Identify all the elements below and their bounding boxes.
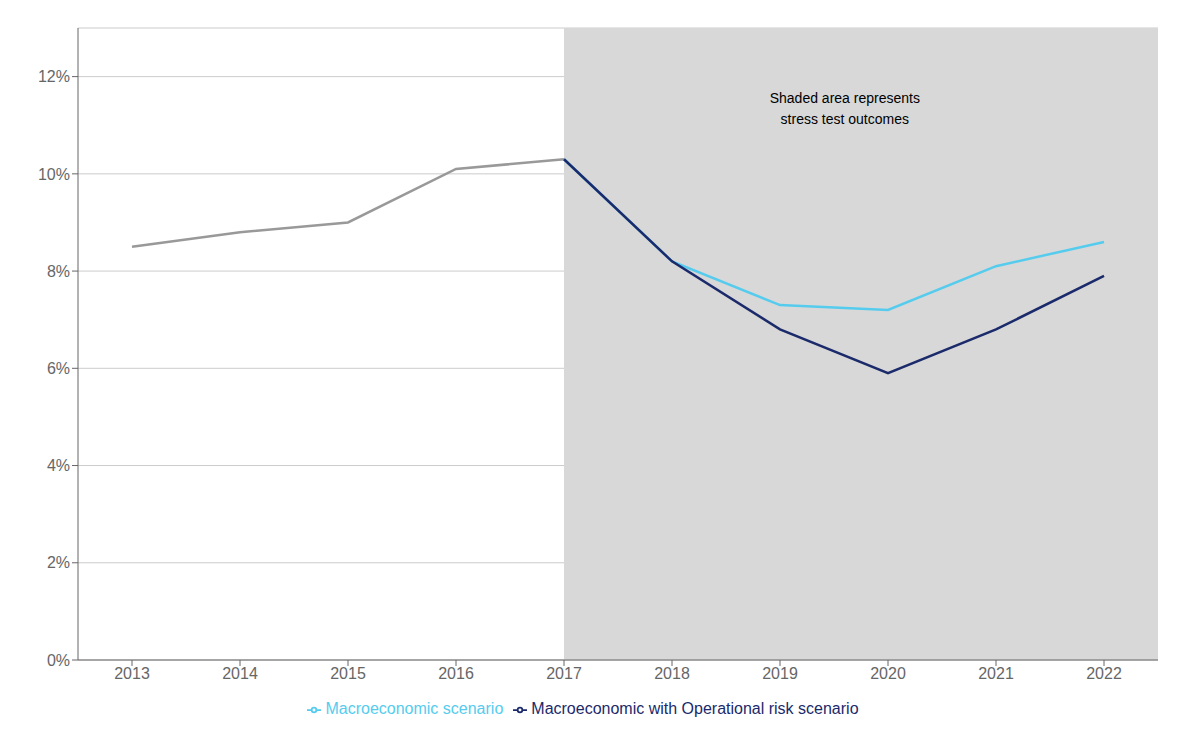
svg-text:2013: 2013	[114, 665, 150, 682]
svg-text:2018: 2018	[654, 665, 690, 682]
svg-text:2021: 2021	[978, 665, 1014, 682]
html-text:Macroeconomic scenario: Macroeconomic scenario	[325, 700, 504, 717]
svg-text:8%: 8%	[47, 263, 70, 280]
svg-text:2017: 2017	[546, 665, 582, 682]
svg-text:2015: 2015	[330, 665, 366, 682]
svg-text:4%: 4%	[47, 457, 70, 474]
svg-text:2019: 2019	[762, 665, 798, 682]
svg-text:2022: 2022	[1086, 665, 1122, 682]
svg-text:10%: 10%	[38, 166, 70, 183]
html-text:Macroeconomic with Operational: Macroeconomic with Operational risk scen…	[531, 700, 859, 717]
svg-text:2016: 2016	[438, 665, 474, 682]
svg-text:6%: 6%	[47, 360, 70, 377]
svg-text:Shaded area representsstress t: Shaded area representsstress test outcom…	[770, 90, 920, 127]
svg-text:0%: 0%	[47, 652, 70, 669]
svg-text:2020: 2020	[870, 665, 906, 682]
svg-text:2%: 2%	[47, 554, 70, 571]
svg-text:12%: 12%	[38, 68, 70, 85]
svg-text:2014: 2014	[222, 665, 258, 682]
